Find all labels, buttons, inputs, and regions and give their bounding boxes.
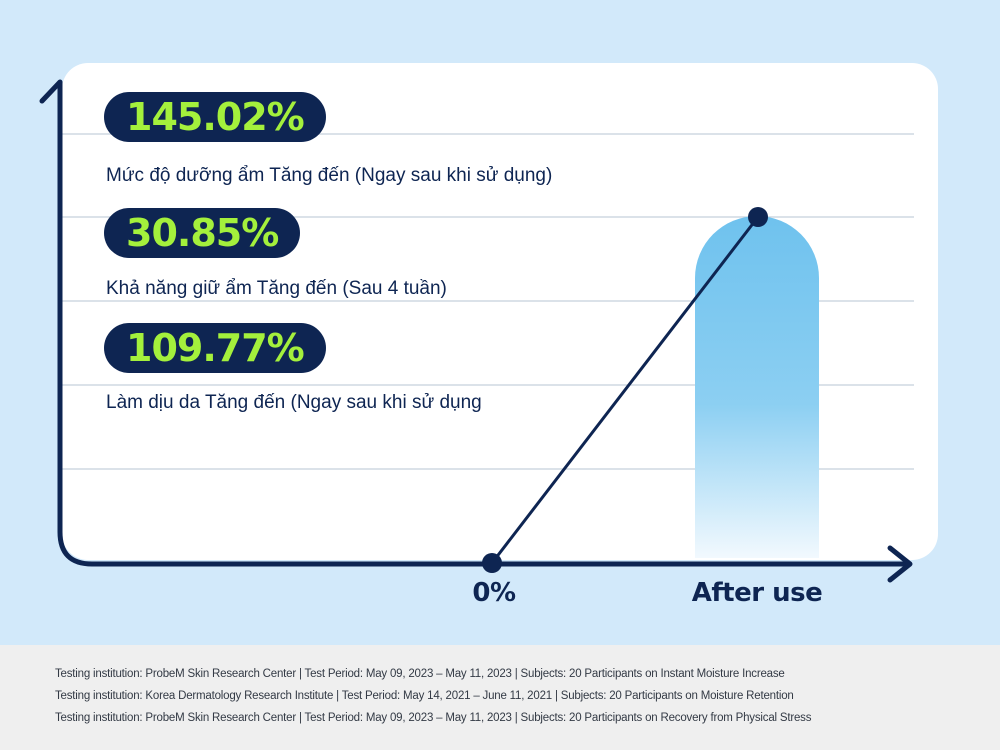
series-line [490, 216, 760, 564]
stat-badge-moisture: 145.02% [104, 92, 326, 142]
stat-badge-soothing: 109.77% [104, 323, 326, 373]
after-use-bar [695, 216, 819, 558]
x-axis-arrowhead [887, 545, 913, 583]
data-point-after-use [748, 207, 768, 227]
footnote-2: Testing institution: Korea Dermatology R… [55, 690, 794, 702]
stat-label-moisture: Mức độ dưỡng ẩm Tăng đến (Ngay sau khi s… [106, 165, 553, 186]
footer: Testing institution: ProbeM Skin Researc… [0, 645, 1000, 750]
footnote-1: Testing institution: ProbeM Skin Researc… [55, 668, 785, 680]
stat-label-soothing: Làm dịu da Tăng đến (Ngay sau khi sử dụn… [106, 392, 482, 413]
stat-label-retention: Khả năng giữ ẩm Tăng đến (Sau 4 tuần) [106, 278, 447, 299]
footnote-3: Testing institution: ProbeM Skin Researc… [55, 712, 812, 724]
x-tick-label-after-use: After use [691, 578, 823, 608]
axes [57, 99, 911, 567]
data-point-start [482, 553, 502, 573]
stat-badge-retention: 30.85% [104, 208, 301, 258]
x-tick-label-start: 0% [472, 578, 516, 608]
y-axis-arrowhead [39, 79, 63, 113]
chart-canvas [39, 79, 914, 583]
